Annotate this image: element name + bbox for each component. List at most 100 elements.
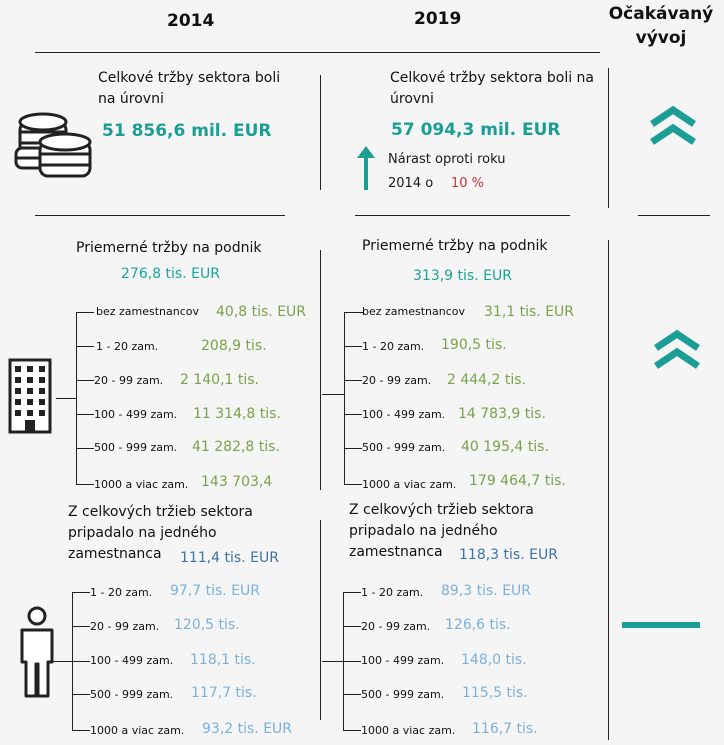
- avg-row-value: 14 783,9 tis.: [458, 406, 546, 422]
- emp-tree-branch: [343, 661, 361, 662]
- coins-icon: [14, 112, 92, 178]
- avg-row-label: 1000 a viac zam.: [362, 478, 457, 491]
- avg-row-label: 20 - 99 zam.: [94, 374, 164, 387]
- total-label-2019: Celkové tržby sektora boli na úrovni: [390, 70, 595, 107]
- avg-tree-branch: [76, 380, 94, 381]
- avg-tree-branch: [76, 346, 94, 347]
- emp-tree-branch: [72, 694, 90, 695]
- emp-row-value: 126,6 tis.: [445, 617, 511, 633]
- emp-tree-branch: [343, 592, 361, 593]
- emp-row-value: 115,5 tis.: [462, 685, 528, 701]
- header-2019: 2019: [414, 9, 462, 29]
- emp-tree-branch: [343, 626, 361, 627]
- emp-title-2019: Z celkových tržieb sektora pripadalo na …: [349, 500, 534, 563]
- total-value-2019: 57 094,3 mil. EUR: [391, 120, 561, 140]
- emp-tree-branch: [72, 592, 90, 593]
- growth-value: 10 %: [451, 176, 485, 191]
- emp-tree-branch: [72, 661, 90, 662]
- avg-title-2014: Priemerné tržby na podnik: [76, 240, 262, 256]
- double-chevron-up-icon-top: [650, 105, 696, 145]
- avg-tree-branch: [344, 346, 362, 347]
- building-icon: [8, 358, 52, 434]
- emp-title-line: zamestnanca: [68, 546, 162, 562]
- avg-row-value: 2 444,2 tis.: [447, 372, 527, 388]
- avg-row-value: 190,5 tis.: [441, 337, 507, 353]
- emp-row-label: 1 - 20 zam.: [361, 586, 424, 599]
- avg-tree-branch: [76, 448, 94, 449]
- total-value-2014: 51 856,6 mil. EUR: [102, 121, 272, 141]
- col-divider-mid: [320, 250, 321, 490]
- person-icon: [20, 606, 54, 698]
- avg-row-label: bez zamestnancov: [362, 305, 466, 318]
- total-label-2014: Celkové tržby sektora boli na úrovni: [98, 70, 281, 107]
- emp-row-label: 500 - 999 zam.: [361, 688, 445, 701]
- emp-tree-branch: [343, 694, 361, 695]
- double-chevron-up-icon-mid: [654, 329, 700, 369]
- emp-row-value: 116,7 tis.: [472, 721, 538, 737]
- col-divider-bot: [320, 520, 321, 720]
- avg-tree-branch: [344, 312, 364, 313]
- avg-tree-branch: [76, 484, 94, 485]
- emp-row-label: 20 - 99 zam.: [90, 620, 160, 633]
- header-2014: 2014: [167, 11, 215, 31]
- divider-2019: [355, 215, 570, 216]
- avg-row-value: 179 464,7 tis.: [469, 473, 566, 489]
- col-divider-top: [320, 75, 321, 190]
- top-divider: [35, 52, 600, 53]
- emp-tree-branch: [72, 730, 90, 731]
- header-trend: Očakávaný vývoj: [608, 4, 714, 48]
- emp-row-label: 1000 a viac zam.: [361, 724, 456, 737]
- emp-title-line: Z celkových tržieb sektora: [68, 504, 253, 520]
- emp-tree-branch: [72, 626, 90, 627]
- avg-row-label: 100 - 499 zam.: [94, 408, 178, 421]
- avg-row-label: 500 - 999 zam.: [94, 441, 178, 454]
- emp-row-value: 148,0 tis.: [461, 652, 527, 668]
- avg-value-2019: 313,9 tis. EUR: [413, 268, 512, 284]
- emp-row-value: 97,7 tis. EUR: [170, 583, 261, 599]
- avg-row-value: 143 703,4: [201, 474, 273, 490]
- emp-title-line: pripadalo na jedného: [68, 525, 217, 541]
- emp-row-label: 100 - 499 zam.: [361, 654, 445, 667]
- avg-value-2014: 276,8 tis. EUR: [121, 266, 220, 282]
- avg-tree-spine-2014: [76, 312, 77, 484]
- emp-row-value: 93,2 tis. EUR: [202, 721, 293, 737]
- emp-value-2019: 118,3 tis. EUR: [459, 547, 558, 563]
- divider-2014: [35, 215, 285, 216]
- emp-row-label: 100 - 499 zam.: [90, 654, 174, 667]
- emp-row-label: 1000 a viac zam.: [90, 724, 185, 737]
- avg-tree-branch: [344, 448, 362, 449]
- avg-row-label: 1 - 20 zam.: [362, 340, 425, 353]
- arrow-up-icon: [357, 146, 375, 190]
- emp-tree-stem-2019: [322, 661, 343, 662]
- emp-row-value: 117,7 tis.: [191, 685, 257, 701]
- avg-tree-branch: [76, 312, 94, 313]
- emp-row-label: 1 - 20 zam.: [90, 586, 153, 599]
- avg-row-value: 11 314,8 tis.: [193, 406, 281, 422]
- avg-row-value: 2 140,1 tis.: [180, 372, 260, 388]
- avg-row-label: bez zamestnancov: [96, 305, 200, 318]
- avg-tree-branch: [344, 414, 362, 415]
- growth-label-1: Nárast oproti roku: [388, 152, 506, 167]
- avg-tree-stem-2014: [56, 398, 76, 399]
- emp-row-value: 118,1 tis.: [190, 652, 256, 668]
- growth-label-2: 2014 o: [388, 176, 434, 191]
- emp-title-line: zamestnanca: [349, 544, 443, 560]
- emp-title-line: Z celkových tržieb sektora: [349, 502, 534, 518]
- emp-tree-stem-2014: [50, 661, 72, 662]
- emp-tree-branch: [343, 730, 361, 731]
- avg-row-label: 1 - 20 zam.: [96, 340, 159, 353]
- trend-divider-top: [608, 68, 609, 208]
- emp-title-2014: Z celkových tržieb sektora pripadalo na …: [68, 502, 253, 565]
- avg-title-2019: Priemerné tržby na podnik: [362, 238, 548, 254]
- emp-row-label: 500 - 999 zam.: [90, 688, 174, 701]
- avg-row-value: 40 195,4 tis.: [461, 439, 549, 455]
- trend-divider-bot: [608, 240, 609, 740]
- avg-tree-spine-2019: [344, 312, 345, 484]
- avg-row-label: 500 - 999 zam.: [362, 441, 446, 454]
- avg-tree-branch: [344, 380, 362, 381]
- emp-value-2014: 111,4 tis. EUR: [180, 550, 279, 566]
- emp-row-value: 120,5 tis.: [174, 617, 240, 633]
- avg-tree-branch: [76, 414, 94, 415]
- avg-row-label: 20 - 99 zam.: [362, 374, 432, 387]
- divider-trend: [638, 215, 710, 216]
